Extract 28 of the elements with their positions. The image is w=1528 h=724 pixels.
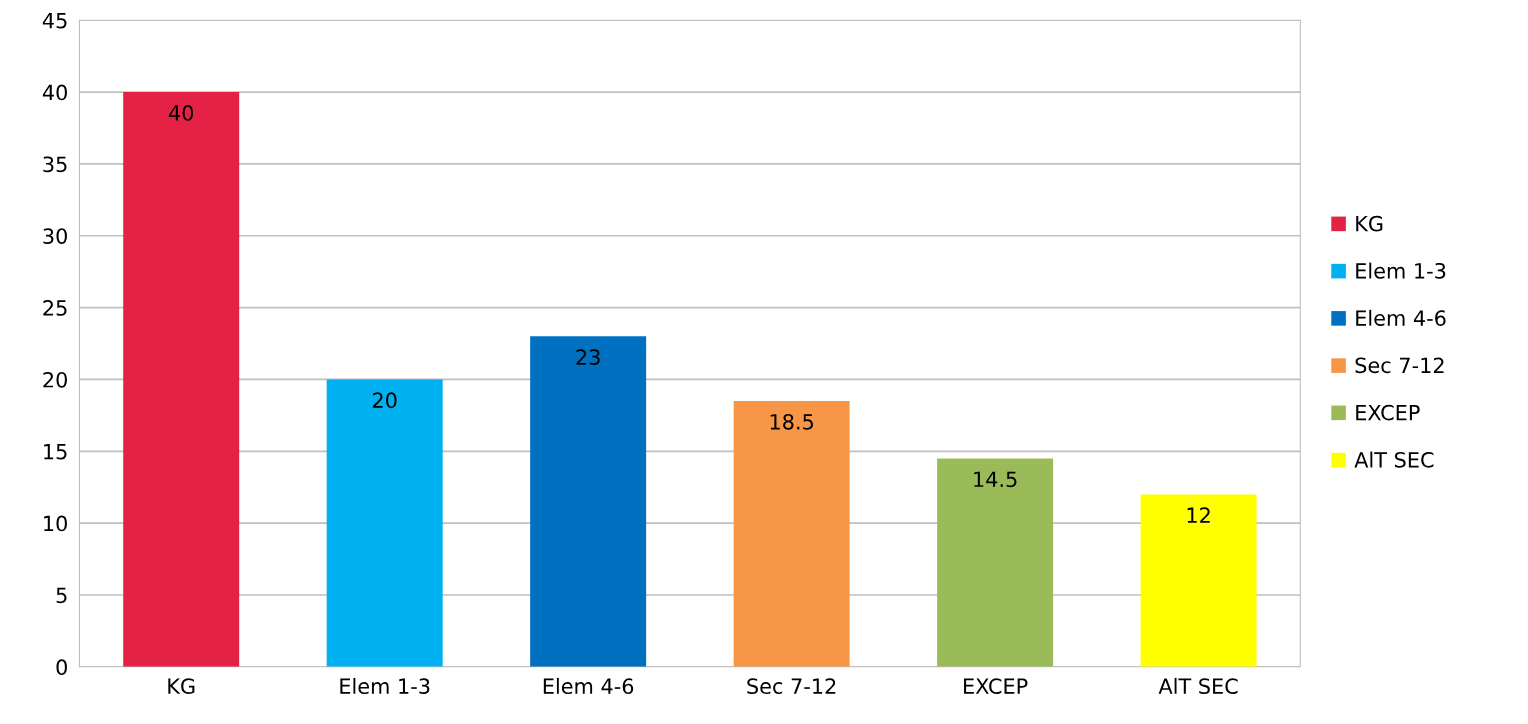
data-label: 18.5 bbox=[770, 413, 814, 430]
y-tick-label: 5 bbox=[56, 587, 67, 604]
y-tick-label: 20 bbox=[43, 371, 67, 388]
data-label: 12 bbox=[1187, 507, 1210, 523]
x-tick-label: AlT SEC bbox=[1158, 677, 1238, 695]
legend-label: AlT SEC bbox=[1354, 451, 1434, 468]
legend-label: KG bbox=[1356, 215, 1383, 232]
y-tick-label: 35 bbox=[43, 156, 67, 173]
y-tick-label: 15 bbox=[44, 444, 67, 460]
data-label: 20 bbox=[372, 392, 397, 409]
x-tick-label: EXCEP bbox=[964, 678, 1028, 695]
y-tick-label: 30 bbox=[43, 228, 67, 244]
data-label: 14.5 bbox=[974, 471, 1017, 488]
y-tick-label: 45 bbox=[42, 13, 67, 29]
y-tick-label: 0 bbox=[56, 659, 67, 676]
legend-label: Sec 7-12 bbox=[1355, 357, 1444, 374]
x-tick-label: Elem 4-6 bbox=[543, 677, 634, 695]
data-label: 40 bbox=[168, 105, 194, 121]
x-tick-label: Sec 7-12 bbox=[747, 678, 836, 695]
x-tick-label: KG bbox=[168, 678, 195, 695]
legend-label: EXCEP bbox=[1356, 404, 1420, 421]
y-tick-label: 25 bbox=[43, 300, 67, 316]
y-tick-label: 40 bbox=[42, 84, 67, 101]
y-tick-label: 10 bbox=[44, 515, 67, 532]
x-tick-label: Elem 1-3 bbox=[340, 677, 430, 695]
legend-label: Elem 4-6 bbox=[1356, 309, 1446, 326]
legend-label: Elem 1-3 bbox=[1356, 262, 1446, 279]
data-label: 23 bbox=[576, 349, 600, 366]
